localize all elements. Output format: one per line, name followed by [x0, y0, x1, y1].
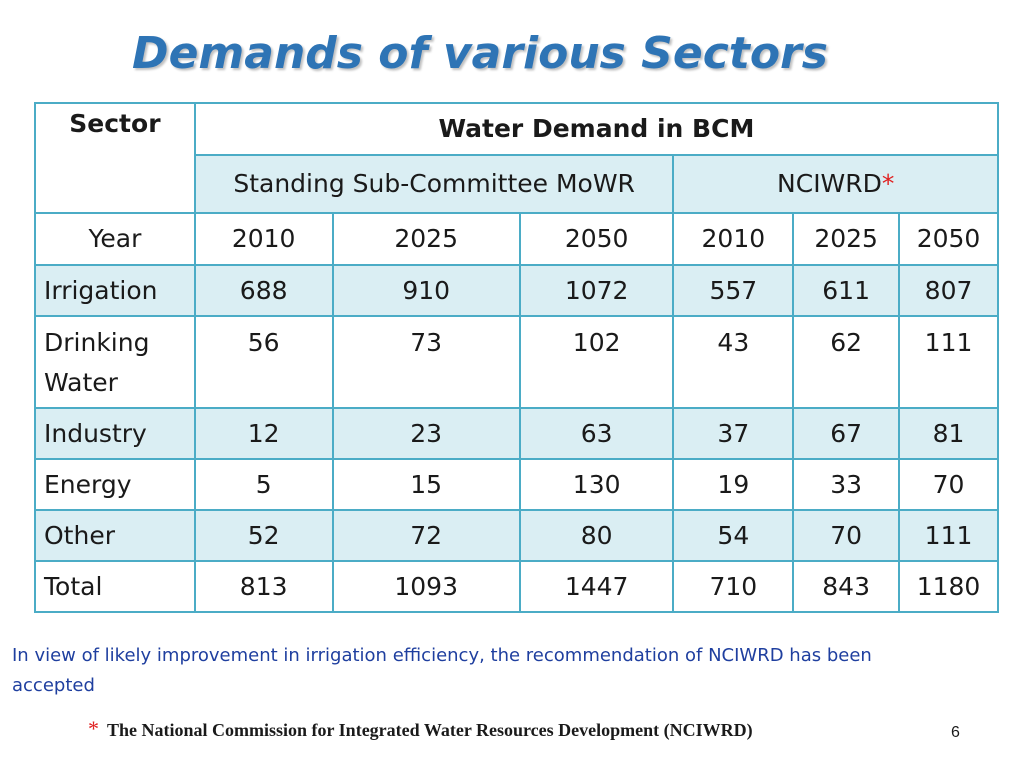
recommendation-note: In view of likely improvement in irrigat…	[12, 645, 872, 696]
table-cell: 54	[672, 509, 795, 562]
year-cell: 2010	[193, 212, 334, 266]
footnote: * The National Commission for Integrated …	[88, 716, 753, 742]
table-cell: 557	[672, 264, 795, 317]
table-cell: 807	[898, 264, 999, 317]
table-cell: 81	[898, 407, 999, 460]
table-cell: 37	[672, 407, 795, 460]
year-label: Year	[34, 212, 196, 266]
table-cell: 52	[193, 509, 334, 562]
table-cell: 43	[672, 315, 795, 409]
year-cell: 2050	[898, 212, 999, 266]
group-header-nciwrd: NCIWRD*	[672, 154, 999, 214]
table-cell: 130	[518, 458, 675, 511]
table-header-row-1: Sector Water Demand in BCM	[34, 102, 1000, 214]
group-header-mowr: Standing Sub-Committee MoWR	[193, 154, 675, 214]
table-row-irrigation: Irrigation 688 910 1072 557 611 807	[34, 264, 999, 317]
table-cell: 67	[792, 407, 901, 460]
year-cell: 2025	[331, 212, 521, 266]
row-label: Other	[34, 509, 196, 562]
row-label: Industry	[34, 407, 196, 460]
table-header-row-2: Standing Sub-Committee MoWR NCIWRD*	[35, 154, 999, 214]
table-cell: 1180	[898, 560, 999, 613]
table-cell: 688	[193, 264, 334, 317]
table-row-energy: Energy 5 15 130 19 33 70	[34, 458, 999, 511]
table-cell: 111	[898, 315, 999, 409]
slide-title: Demands of various Sectors	[132, 28, 828, 79]
table-cell: 1072	[518, 264, 675, 317]
sector-header: Sector	[34, 102, 196, 214]
table-cell: 62	[792, 315, 901, 409]
year-cell: 2025	[792, 212, 901, 266]
table-cell: 56	[193, 315, 334, 409]
row-label: Irrigation	[34, 264, 196, 317]
table-cell: 12	[193, 407, 334, 460]
footnote-asterisk: *	[88, 716, 99, 741]
table-cell: 63	[518, 407, 675, 460]
table-row-total: Total 813 1093 1447 710 843 1180	[34, 560, 999, 613]
table-row-industry: Industry 12 23 63 37 67 81	[34, 407, 999, 460]
table-cell: 1447	[518, 560, 675, 613]
table-row-other: Other 52 72 80 54 70 111	[34, 509, 999, 562]
demand-table: Sector Water Demand in BCM Standing Sub-…	[34, 102, 1000, 613]
asterisk-mark: *	[881, 169, 895, 198]
table-cell: 710	[672, 560, 795, 613]
table-cell: 72	[331, 509, 521, 562]
table-row-drinking-water: Drinking Water 56 73 102 43 62 111	[34, 315, 999, 409]
table-cell: 611	[792, 264, 901, 317]
table-cell: 70	[792, 509, 901, 562]
footnote-text: The National Commission for Integrated W…	[107, 720, 753, 740]
table-cell: 70	[898, 458, 999, 511]
table-cell: 19	[672, 458, 795, 511]
table-cell: 5	[193, 458, 334, 511]
table-cell: 33	[792, 458, 901, 511]
table-cell: 813	[193, 560, 334, 613]
row-label: Drinking Water	[34, 315, 196, 409]
year-cell: 2010	[672, 212, 795, 266]
year-row: Year 2010 2025 2050 2010 2025 2050	[34, 212, 999, 266]
year-cell: 2050	[518, 212, 675, 266]
table-cell: 111	[898, 509, 999, 562]
table-cell: 1093	[331, 560, 521, 613]
group-header-nciwrd-label: NCIWRD	[777, 169, 882, 198]
table-cell: 15	[331, 458, 521, 511]
table-cell: 102	[518, 315, 675, 409]
table-cell: 80	[518, 509, 675, 562]
table-cell: 23	[331, 407, 521, 460]
row-label: Energy	[34, 458, 196, 511]
table-cell: 73	[331, 315, 521, 409]
table-cell: 910	[331, 264, 521, 317]
water-demand-header: Water Demand in BCM	[193, 102, 1000, 156]
page-number: 6	[951, 724, 960, 741]
group-header-mowr-label: Standing Sub-Committee MoWR	[233, 169, 635, 198]
row-label: Total	[34, 560, 196, 613]
table-cell: 843	[792, 560, 901, 613]
